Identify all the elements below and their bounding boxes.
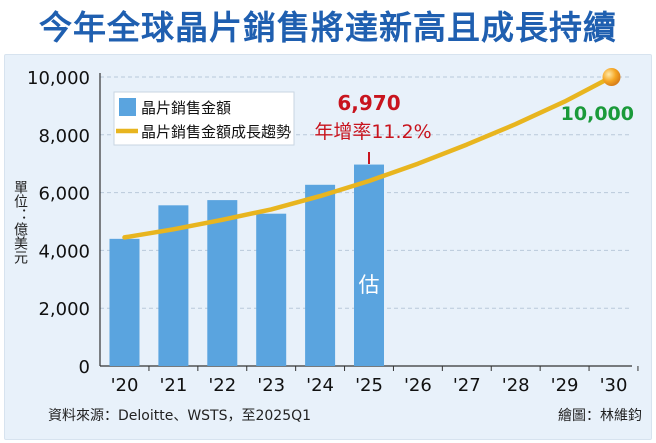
y-tick-label: 2,000 <box>38 299 90 320</box>
chart-title: 今年全球晶片銷售將達新高且成長持續 <box>39 8 617 47</box>
endpoint-value-label: 10,000 <box>561 103 634 125</box>
endpoint-marker <box>602 68 621 86</box>
trend-line <box>122 74 614 240</box>
legend-label-bar: 晶片銷售金額 <box>141 99 231 117</box>
legend-swatch-bar <box>119 98 136 116</box>
y-tick-label: 10,000 <box>27 68 90 89</box>
x-tick-label: '29 <box>551 375 579 396</box>
x-tick-label: '20 <box>111 375 139 396</box>
source-note: 資料來源：Deloitte、WSTS，至2025Q1 <box>48 408 312 424</box>
x-tick-label: '24 <box>306 375 334 396</box>
x-tick-label: '27 <box>453 375 481 396</box>
x-tick-label: '21 <box>159 375 187 396</box>
bar <box>354 164 384 366</box>
legend-box <box>113 91 295 146</box>
x-tick-label: '30 <box>600 375 628 396</box>
x-tick-label: '25 <box>355 375 383 396</box>
bar <box>305 184 336 366</box>
legend-label-line: 晶片銷售金額成長趨勢 <box>141 123 291 141</box>
bar <box>207 200 238 366</box>
bar <box>109 238 140 366</box>
y-tick-label: 8,000 <box>38 126 90 147</box>
x-tick-label: '22 <box>208 375 236 396</box>
x-tick-label: '23 <box>257 375 285 396</box>
bar <box>256 213 287 366</box>
credit-note: 繪圖：林維鈞 <box>558 408 642 424</box>
y-tick-label: 4,000 <box>38 241 90 262</box>
x-tick-label: '28 <box>502 375 530 396</box>
y-axis-label: 單位：億美元 <box>12 180 28 264</box>
y-tick-label: 6,000 <box>38 184 90 205</box>
value-callout: 6,970 <box>337 91 400 115</box>
x-tick-label: '26 <box>404 375 432 396</box>
growth-callout: 年增率11.2% <box>314 121 431 143</box>
y-tick-label: 0 <box>79 357 90 378</box>
estimate-label: 估 <box>359 273 380 297</box>
